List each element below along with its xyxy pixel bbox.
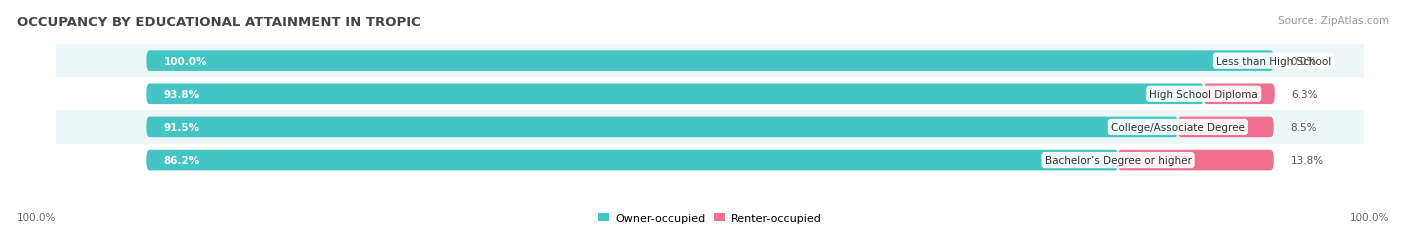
FancyBboxPatch shape (146, 117, 1178, 138)
Text: 8.5%: 8.5% (1291, 122, 1317, 132)
Text: Source: ZipAtlas.com: Source: ZipAtlas.com (1278, 16, 1389, 26)
FancyBboxPatch shape (1118, 150, 1274, 171)
Text: 86.2%: 86.2% (163, 155, 200, 165)
Text: 100.0%: 100.0% (163, 56, 207, 66)
FancyBboxPatch shape (146, 84, 1204, 105)
Text: 100.0%: 100.0% (1350, 212, 1389, 222)
Text: OCCUPANCY BY EDUCATIONAL ATTAINMENT IN TROPIC: OCCUPANCY BY EDUCATIONAL ATTAINMENT IN T… (17, 16, 420, 29)
FancyBboxPatch shape (146, 51, 1274, 72)
FancyBboxPatch shape (146, 117, 1274, 138)
Bar (56, 111, 1364, 144)
FancyBboxPatch shape (1178, 117, 1274, 138)
Text: 91.5%: 91.5% (163, 122, 200, 132)
Text: College/Associate Degree: College/Associate Degree (1111, 122, 1244, 132)
Text: 100.0%: 100.0% (17, 212, 56, 222)
Text: Less than High School: Less than High School (1216, 56, 1331, 66)
Legend: Owner-occupied, Renter-occupied: Owner-occupied, Renter-occupied (593, 208, 827, 227)
Text: 6.3%: 6.3% (1292, 89, 1319, 99)
FancyBboxPatch shape (146, 51, 1274, 72)
FancyBboxPatch shape (146, 84, 1274, 105)
Bar (56, 144, 1364, 177)
FancyBboxPatch shape (1204, 84, 1275, 105)
FancyBboxPatch shape (146, 150, 1118, 171)
Text: Bachelor’s Degree or higher: Bachelor’s Degree or higher (1045, 155, 1191, 165)
Text: 0.0%: 0.0% (1291, 56, 1317, 66)
Bar (56, 45, 1364, 78)
Text: 13.8%: 13.8% (1291, 155, 1323, 165)
FancyBboxPatch shape (146, 150, 1274, 171)
Text: High School Diploma: High School Diploma (1149, 89, 1258, 99)
Text: 93.8%: 93.8% (163, 89, 200, 99)
Bar (56, 78, 1364, 111)
